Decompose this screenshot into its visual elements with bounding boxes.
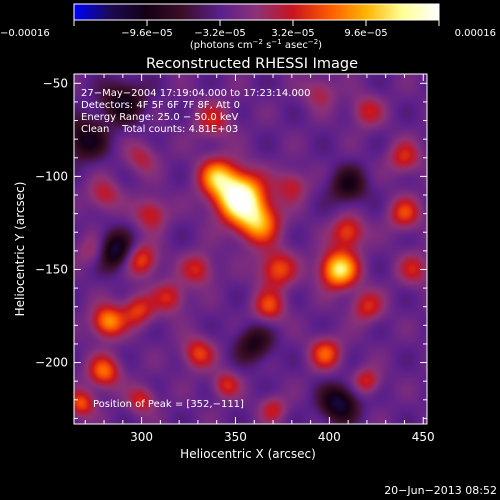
annotation-detectors: Detectors: 4F 5F 6F 7F 8F, Att 0 xyxy=(81,100,240,111)
annotation-counts: Clean Total counts: 4.81E+03 xyxy=(81,124,238,135)
x-axis-label: Heliocentric X (arcsec) xyxy=(180,447,316,461)
heatmap-image xyxy=(74,74,427,424)
y-tick-label: −50 xyxy=(43,76,68,90)
axis-ticks: 300 350 400 450 −50 −100 −150 −200 xyxy=(35,74,435,444)
peak-position-label: Position of Peak = [352,−111] xyxy=(93,399,244,410)
colorbar-unit-label: (photons cm−2 s−1 asec−2) xyxy=(190,38,322,51)
colorbar-tick-label: 3.2e−05 xyxy=(271,28,314,39)
y-tick-label: −200 xyxy=(35,356,68,370)
x-tick-label: 350 xyxy=(224,430,247,444)
colorbar-tick-label: 9.6e−05 xyxy=(344,28,387,39)
annotation-block: 27−May−2004 17:19:04.000 to 17:23:14.000… xyxy=(81,88,311,135)
colorbar-ticks: −0.00016 −9.6e−05 −3.2e−05 3.2e−05 9.6e−05 0.… xyxy=(0,20,496,39)
y-tick-label: −150 xyxy=(35,262,68,276)
chart-title: Reconstructed RHESSI Image xyxy=(146,56,358,72)
annotation-time: 27−May−2004 17:19:04.000 to 17:23:14.000 xyxy=(81,88,311,99)
timestamp: 20−Jun−2013 08:52 xyxy=(384,484,497,497)
y-axis-label: Heliocentric Y (arcsec) xyxy=(13,182,27,317)
colorbar xyxy=(73,3,440,21)
colorbar-tick-label: −9.6e−05 xyxy=(121,28,173,39)
annotation-energy: Energy Range: 25.0 − 50.0 keV xyxy=(81,112,238,123)
colorbar-tick-label: 0.00016 xyxy=(455,28,496,39)
x-tick-label: 400 xyxy=(318,430,341,444)
x-tick-label: 300 xyxy=(130,430,153,444)
plot-frame xyxy=(73,73,428,425)
y-tick-label: −100 xyxy=(35,169,68,183)
colorbar-tick-label: −0.00016 xyxy=(0,28,50,39)
colorbar-tick-label: −3.2e−05 xyxy=(194,28,246,39)
x-tick-label: 450 xyxy=(412,430,435,444)
